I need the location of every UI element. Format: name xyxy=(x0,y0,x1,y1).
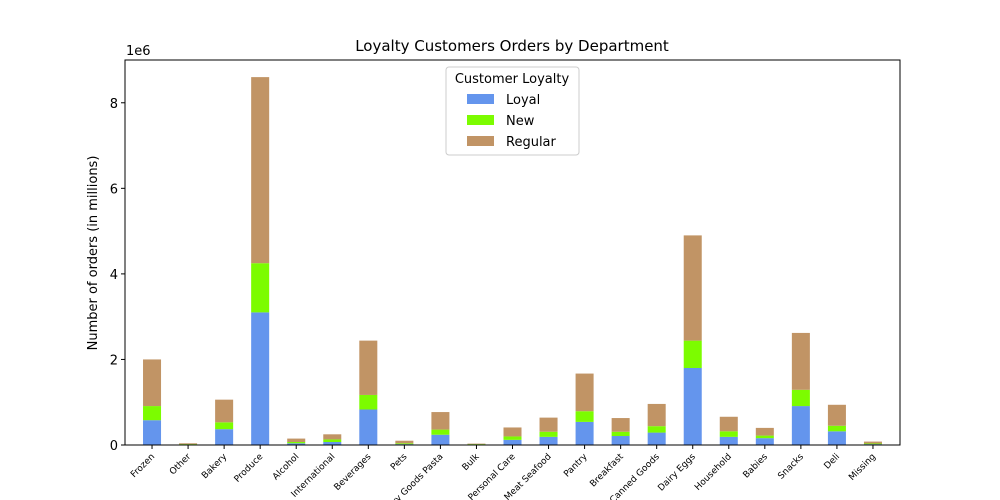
bar-regular-9 xyxy=(467,443,486,445)
bar-loyal-6 xyxy=(359,409,378,445)
bar-loyal-0 xyxy=(143,420,162,445)
x-tick-label: Alcohol xyxy=(271,452,301,482)
plot-frame xyxy=(124,59,901,446)
bars-group xyxy=(143,77,882,445)
bar-regular-5 xyxy=(323,434,342,440)
x-tick-label: Deli xyxy=(823,452,842,471)
x-axis: Frozen Other Bakery Produce AlcoholInternati… xyxy=(129,445,878,500)
legend: Customer Loyalty Loyal New Regular xyxy=(445,66,580,156)
bar-regular-1 xyxy=(179,443,198,445)
bar-regular-8 xyxy=(431,412,450,430)
legend-title: Customer Loyalty xyxy=(455,72,570,87)
bar-new-2 xyxy=(215,422,234,430)
bar-regular-6 xyxy=(359,340,378,395)
bar-loyal-11 xyxy=(539,436,558,445)
x-tick-label: Babies xyxy=(742,452,771,481)
x-tick-label: Breakfast xyxy=(588,452,626,490)
bar-loyal-19 xyxy=(827,431,846,445)
bar-regular-12 xyxy=(575,373,594,412)
x-tick-label: Dairy Eggs xyxy=(656,452,698,494)
bar-new-13 xyxy=(611,431,630,437)
x-tick-label: Bulk xyxy=(461,451,482,472)
bar-new-10 xyxy=(503,436,522,440)
x-tick-label: Produce xyxy=(233,452,266,485)
x-tick-label: Pets xyxy=(389,452,410,473)
legend-label-new: New xyxy=(506,114,535,129)
bar-new-4 xyxy=(287,442,306,444)
y-axis: 0 2 4 6 8 xyxy=(110,97,125,454)
bar-new-8 xyxy=(431,429,450,435)
bar-regular-19 xyxy=(827,404,846,426)
x-tick-label: Bakery xyxy=(200,452,230,482)
x-tick-label: Pantry xyxy=(562,452,590,480)
legend-box xyxy=(445,66,580,156)
chart-title: Loyalty Customers Orders by Department xyxy=(355,37,669,55)
x-tick-label: Beverages xyxy=(333,452,374,493)
bar-loyal-10 xyxy=(503,439,522,445)
bar-new-18 xyxy=(791,389,810,407)
bar-new-5 xyxy=(323,439,342,443)
bar-loyal-18 xyxy=(791,406,810,445)
x-tick-label: Household xyxy=(693,452,734,493)
y-tick-label: 2 xyxy=(110,353,118,368)
legend-swatch-new xyxy=(467,115,494,125)
y-tick-label: 0 xyxy=(110,439,118,454)
bar-loyal-5 xyxy=(323,442,342,445)
bar-loyal-15 xyxy=(683,368,702,445)
bar-loyal-17 xyxy=(755,438,774,445)
bar-new-16 xyxy=(719,431,738,437)
bar-loyal-3 xyxy=(251,312,270,445)
bar-regular-3 xyxy=(251,77,270,264)
x-tick-label: Other xyxy=(168,452,193,477)
bar-loyal-12 xyxy=(575,421,594,445)
y-axis-label: Number of orders (in millions) xyxy=(86,156,101,351)
bar-regular-10 xyxy=(503,427,522,437)
bar-regular-15 xyxy=(683,235,702,341)
bar-regular-4 xyxy=(287,438,306,442)
bar-new-12 xyxy=(575,411,594,422)
bar-new-11 xyxy=(539,431,558,437)
bar-regular-13 xyxy=(611,418,630,432)
y-tick-label: 6 xyxy=(110,182,118,197)
legend-label-regular: Regular xyxy=(506,135,557,150)
bar-loyal-4 xyxy=(287,443,306,445)
y-tick-label: 4 xyxy=(110,268,118,283)
legend-swatch-regular xyxy=(467,136,494,146)
y-axis-offset-text: 1e6 xyxy=(126,44,151,59)
bar-new-17 xyxy=(755,435,774,439)
bar-regular-7 xyxy=(395,440,414,444)
x-tick-label: Frozen xyxy=(129,452,157,480)
bar-loyal-8 xyxy=(431,434,450,445)
bar-loyal-13 xyxy=(611,436,630,445)
bar-new-20 xyxy=(863,443,882,445)
bar-regular-2 xyxy=(215,399,234,423)
bar-loyal-14 xyxy=(647,432,666,445)
legend-label-loyal: Loyal xyxy=(506,93,540,108)
bar-new-6 xyxy=(359,394,378,410)
bar-loyal-2 xyxy=(215,429,234,445)
y-tick-label: 8 xyxy=(110,97,118,112)
legend-swatch-loyal xyxy=(467,94,494,104)
bar-regular-18 xyxy=(791,332,810,390)
bar-regular-0 xyxy=(143,359,162,407)
bar-new-7 xyxy=(395,443,414,445)
bar-regular-17 xyxy=(755,427,774,436)
bar-regular-16 xyxy=(719,416,738,432)
bar-regular-11 xyxy=(539,417,558,432)
bar-new-14 xyxy=(647,426,666,433)
x-tick-label: Missing xyxy=(847,452,878,483)
bar-new-19 xyxy=(827,425,846,432)
bar-new-15 xyxy=(683,340,702,368)
bar-new-3 xyxy=(251,263,270,313)
bar-regular-20 xyxy=(863,441,882,444)
bar-loyal-16 xyxy=(719,436,738,445)
x-tick-label: Snacks xyxy=(776,452,806,482)
bar-regular-14 xyxy=(647,403,666,427)
bar-new-0 xyxy=(143,406,162,421)
